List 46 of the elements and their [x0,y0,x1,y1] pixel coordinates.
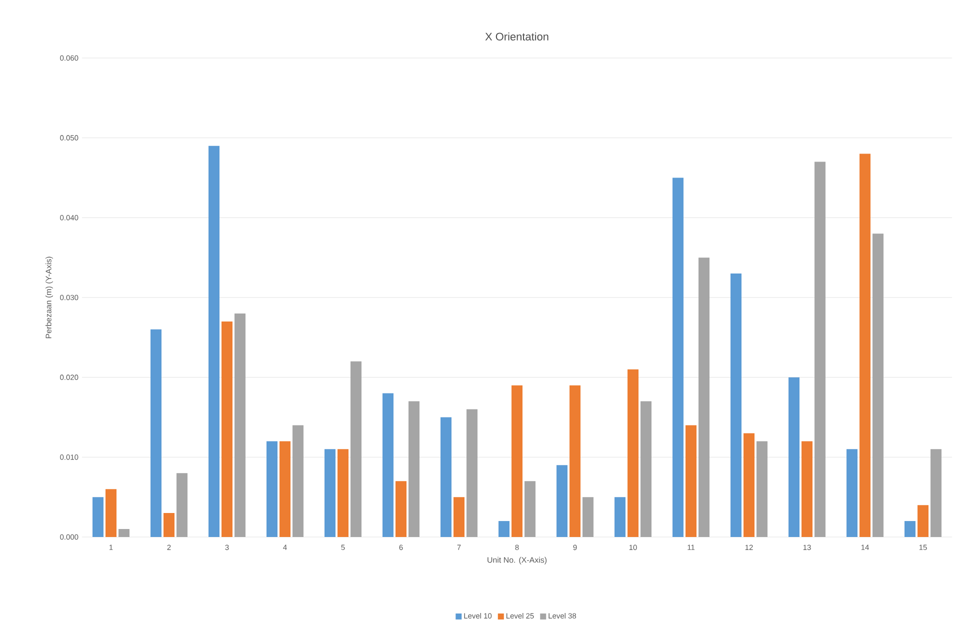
bar [698,258,710,537]
bar [106,489,116,537]
chart-title: X Orientation [485,32,548,41]
bar [570,385,581,537]
bar [582,497,594,537]
bar [872,234,884,537]
bar [234,313,246,537]
bar [222,321,232,537]
bar [280,441,291,537]
bar [498,521,510,537]
bar [904,521,916,537]
bar [350,361,362,537]
bar [176,473,188,537]
bar [266,441,278,537]
bar [92,497,104,537]
bar [118,529,130,537]
bar [524,481,536,537]
bar [396,481,407,537]
bar [150,329,162,537]
bar [440,417,452,537]
bar [846,449,858,537]
bar [640,401,652,537]
bar [338,449,349,537]
bar [614,497,626,537]
bar [556,465,568,537]
bar [744,433,755,537]
bar [628,369,639,537]
bar [408,401,420,537]
bar [930,449,942,537]
bar [324,449,336,537]
bar [802,441,813,537]
bar [164,513,174,537]
bar [292,425,304,537]
bar [512,385,523,537]
bar [466,409,478,537]
bar [814,162,826,537]
bar [382,393,394,537]
bar [686,425,697,537]
bar [672,178,684,537]
bar [860,154,871,537]
bar [730,274,742,537]
bar [788,377,800,537]
bar [756,441,768,537]
bar [208,146,220,537]
bar [918,505,929,537]
bar [454,497,465,537]
